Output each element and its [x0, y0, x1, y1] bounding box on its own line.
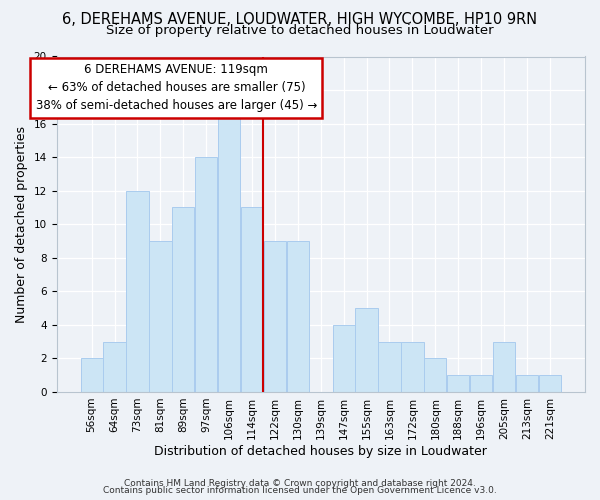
Bar — [241, 208, 263, 392]
Bar — [539, 375, 561, 392]
Text: 6 DEREHAMS AVENUE: 119sqm
← 63% of detached houses are smaller (75)
38% of semi-: 6 DEREHAMS AVENUE: 119sqm ← 63% of detac… — [36, 63, 317, 112]
Y-axis label: Number of detached properties: Number of detached properties — [15, 126, 28, 322]
Bar — [447, 375, 469, 392]
Bar — [287, 241, 309, 392]
Bar — [149, 241, 172, 392]
Bar — [516, 375, 538, 392]
Bar — [172, 208, 194, 392]
Text: Contains public sector information licensed under the Open Government Licence v3: Contains public sector information licen… — [103, 486, 497, 495]
Bar — [493, 342, 515, 392]
Bar — [80, 358, 103, 392]
X-axis label: Distribution of detached houses by size in Loudwater: Distribution of detached houses by size … — [154, 444, 487, 458]
Text: Contains HM Land Registry data © Crown copyright and database right 2024.: Contains HM Land Registry data © Crown c… — [124, 478, 476, 488]
Bar — [355, 308, 377, 392]
Bar — [470, 375, 492, 392]
Bar — [103, 342, 125, 392]
Bar — [332, 325, 355, 392]
Bar — [379, 342, 401, 392]
Text: Size of property relative to detached houses in Loudwater: Size of property relative to detached ho… — [106, 24, 494, 37]
Bar — [127, 190, 149, 392]
Bar — [264, 241, 286, 392]
Bar — [218, 107, 240, 392]
Bar — [401, 342, 424, 392]
Text: 6, DEREHAMS AVENUE, LOUDWATER, HIGH WYCOMBE, HP10 9RN: 6, DEREHAMS AVENUE, LOUDWATER, HIGH WYCO… — [62, 12, 538, 28]
Bar — [424, 358, 446, 392]
Bar — [195, 157, 217, 392]
